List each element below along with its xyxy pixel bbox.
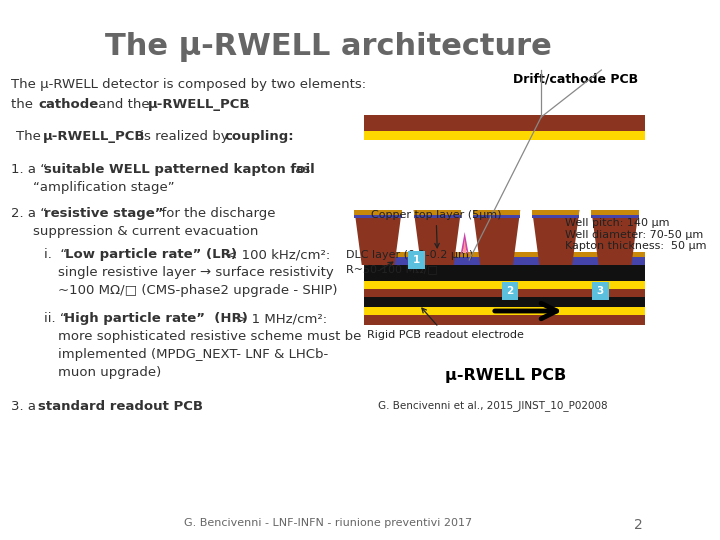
Text: implemented (MPDG_NEXT- LNF & LHCb-: implemented (MPDG_NEXT- LNF & LHCb- bbox=[58, 348, 328, 361]
Polygon shape bbox=[354, 210, 402, 265]
Text: ~100 MΩ/□ (CMS-phase2 upgrade - SHIP): ~100 MΩ/□ (CMS-phase2 upgrade - SHIP) bbox=[58, 284, 338, 297]
Bar bbox=[532, 215, 580, 218]
Text: 2. a “: 2. a “ bbox=[11, 207, 47, 220]
Text: Rigid PCB readout electrode: Rigid PCB readout electrode bbox=[367, 308, 524, 340]
Text: Copper top layer (5μm): Copper top layer (5μm) bbox=[371, 210, 501, 248]
Text: < 100 kHz/cm²:: < 100 kHz/cm²: bbox=[222, 248, 330, 261]
Text: i.  “: i. “ bbox=[44, 248, 67, 261]
Text: G. Bencivenni et al., 2015_JINST_10_P02008: G. Bencivenni et al., 2015_JINST_10_P020… bbox=[378, 400, 608, 411]
Text: 2: 2 bbox=[634, 518, 643, 532]
Text: muon upgrade): muon upgrade) bbox=[58, 366, 161, 379]
Bar bbox=[364, 307, 645, 315]
Bar bbox=[414, 215, 461, 218]
Text: suppression & current evacuation: suppression & current evacuation bbox=[33, 225, 258, 238]
Text: G. Bencivenni - LNF-INFN - riunione preventivi 2017: G. Bencivenni - LNF-INFN - riunione prev… bbox=[184, 518, 472, 528]
Polygon shape bbox=[532, 210, 580, 265]
Text: R~50-100 MΩ/□: R~50-100 MΩ/□ bbox=[346, 264, 438, 274]
Text: μ-RWELL PCB: μ-RWELL PCB bbox=[445, 368, 567, 383]
Text: “amplification stage”: “amplification stage” bbox=[33, 181, 174, 194]
Text: The μ-RWELL architecture: The μ-RWELL architecture bbox=[104, 32, 552, 62]
Bar bbox=[354, 210, 402, 215]
Text: coupling:: coupling: bbox=[225, 130, 294, 143]
Polygon shape bbox=[473, 210, 521, 265]
Text: cathode: cathode bbox=[39, 98, 99, 111]
Bar bbox=[502, 282, 518, 300]
Bar bbox=[364, 315, 645, 325]
Text: 3. a: 3. a bbox=[11, 400, 40, 413]
Text: μ-RWELL_PCB: μ-RWELL_PCB bbox=[148, 98, 251, 111]
Bar bbox=[354, 215, 402, 218]
Bar bbox=[364, 289, 645, 297]
Bar bbox=[591, 215, 639, 218]
Bar bbox=[473, 215, 521, 218]
Text: Low particle rate” (LR): Low particle rate” (LR) bbox=[65, 248, 237, 261]
Text: 2: 2 bbox=[507, 286, 514, 296]
Text: single resistive layer → surface resistivity: single resistive layer → surface resisti… bbox=[58, 266, 334, 279]
Text: The: The bbox=[17, 130, 45, 143]
Text: > 1 MHz/cm²:: > 1 MHz/cm²: bbox=[232, 312, 327, 325]
Polygon shape bbox=[463, 239, 467, 253]
Polygon shape bbox=[414, 210, 461, 265]
Text: The μ-RWELL detector is composed by two elements:: The μ-RWELL detector is composed by two … bbox=[11, 78, 366, 91]
Text: Well pitch: 140 μm
Well diameter: 70-50 μm
Kapton thickness:  50 μm: Well pitch: 140 μm Well diameter: 70-50 … bbox=[565, 218, 706, 251]
Bar bbox=[364, 252, 645, 257]
Bar bbox=[532, 210, 580, 215]
Bar bbox=[414, 210, 461, 215]
Text: DLC layer (0.1-0.2 μm): DLC layer (0.1-0.2 μm) bbox=[346, 250, 474, 260]
Text: μ-RWELL_PCB: μ-RWELL_PCB bbox=[43, 130, 145, 143]
Text: .: . bbox=[241, 98, 250, 111]
Text: for the discharge: for the discharge bbox=[153, 207, 275, 220]
Bar bbox=[473, 210, 521, 215]
Text: suitable WELL patterned kapton foil: suitable WELL patterned kapton foil bbox=[44, 163, 315, 176]
Bar bbox=[408, 251, 425, 269]
Text: standard readout PCB: standard readout PCB bbox=[37, 400, 202, 413]
Bar bbox=[364, 115, 645, 131]
Bar bbox=[591, 210, 639, 215]
Bar bbox=[593, 282, 608, 300]
Text: is realized by: is realized by bbox=[136, 130, 233, 143]
Text: High particle rate”  (HR): High particle rate” (HR) bbox=[65, 312, 248, 325]
Text: the: the bbox=[11, 98, 42, 111]
Text: 1: 1 bbox=[413, 255, 420, 265]
Text: more sophisticated resistive scheme must be: more sophisticated resistive scheme must… bbox=[58, 330, 361, 343]
Bar bbox=[364, 297, 645, 307]
Bar bbox=[364, 131, 645, 140]
Text: 3: 3 bbox=[597, 286, 604, 296]
Bar bbox=[364, 257, 645, 265]
Bar bbox=[364, 265, 645, 281]
Polygon shape bbox=[591, 210, 639, 265]
Text: Drift/cathode PCB: Drift/cathode PCB bbox=[513, 72, 638, 85]
Polygon shape bbox=[460, 232, 469, 257]
Text: as: as bbox=[291, 163, 310, 176]
Text: ii. “: ii. “ bbox=[44, 312, 66, 325]
Bar bbox=[364, 281, 645, 289]
Text: and the: and the bbox=[94, 98, 153, 111]
Text: 1. a “: 1. a “ bbox=[11, 163, 47, 176]
Text: resistive stage”: resistive stage” bbox=[44, 207, 163, 220]
